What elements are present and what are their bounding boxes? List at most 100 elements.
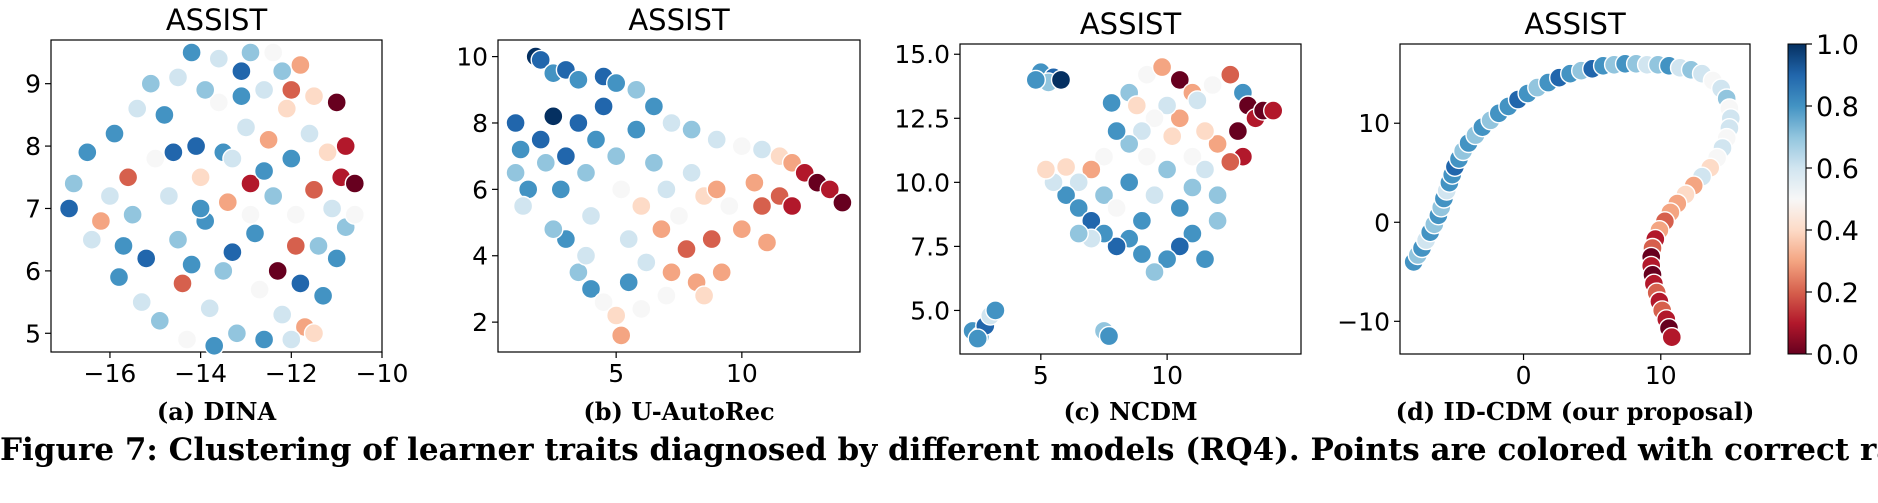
scatter-point	[190, 198, 211, 219]
scatter-point	[299, 123, 320, 144]
scatter-point	[543, 106, 564, 127]
scatter-point	[585, 129, 607, 150]
scatter-point	[104, 123, 125, 144]
scatter-point	[530, 129, 551, 150]
scatter-point	[181, 254, 202, 275]
scatter-point	[240, 173, 261, 194]
scatter-point	[711, 262, 732, 283]
scatter-point	[167, 229, 189, 250]
scatter-point	[1106, 197, 1127, 219]
colorbar-tick-label: 1.0	[1816, 30, 1859, 61]
scatter-point	[303, 179, 325, 201]
scatter-point	[1118, 133, 1140, 155]
y-tick-label: 7	[25, 194, 41, 223]
scatter-point	[618, 228, 639, 250]
scatter-point	[643, 152, 665, 174]
x-tick-label: −10	[356, 359, 409, 388]
scatter-point	[1106, 236, 1127, 257]
x-tick-label: 0	[1516, 361, 1532, 390]
scatter-point	[1144, 261, 1165, 283]
scatter-point	[1227, 120, 1249, 142]
scatter-point	[190, 167, 211, 188]
scatter-point	[185, 135, 207, 157]
scatter-point	[63, 173, 84, 194]
scatter-point	[668, 205, 690, 227]
chart-title: ASSIST	[166, 3, 268, 37]
scatter-point	[1182, 177, 1203, 198]
scatter-point	[505, 112, 526, 134]
x-tick-label: 10	[726, 359, 758, 388]
scatter-point	[326, 248, 347, 269]
colorbar-tick-label: 0.4	[1816, 216, 1859, 247]
scatter-point	[1156, 95, 1178, 116]
scatter-point	[1055, 184, 1077, 206]
scatter-point	[593, 96, 614, 117]
scatter-point	[706, 129, 727, 150]
scatter-point	[117, 167, 139, 188]
scatter-point	[1050, 69, 1072, 91]
scatter-point	[267, 260, 288, 282]
scatter-point	[1151, 56, 1173, 78]
scatter-point	[1207, 184, 1228, 206]
scatter-point	[985, 300, 1006, 321]
scatter-point	[593, 292, 614, 313]
scatter-point	[631, 195, 652, 217]
scatter-point	[131, 291, 152, 313]
scatter-point	[1262, 100, 1284, 121]
scatter-point	[1194, 120, 1216, 142]
scatter-point	[568, 262, 589, 283]
scatter-point	[1025, 69, 1047, 91]
scatter-point	[1136, 146, 1158, 167]
scatter-point	[1093, 146, 1115, 167]
scatter-point	[606, 305, 627, 326]
scatter-point	[1081, 159, 1102, 180]
scatter-point	[543, 218, 564, 240]
scatter-point	[303, 85, 325, 107]
scatter-point	[1182, 146, 1203, 167]
scatter-point	[631, 298, 652, 320]
scatter-point	[1068, 223, 1089, 244]
scatter-point	[113, 235, 134, 257]
scatter-point	[90, 210, 112, 232]
scatter-point	[661, 112, 682, 134]
scatter-point	[681, 119, 702, 140]
y-tick-label: 15.0	[894, 40, 950, 69]
scatter-point	[744, 172, 765, 193]
scatter-point	[535, 152, 556, 174]
colorbar-gradient	[1787, 43, 1807, 355]
scatter-point	[1035, 159, 1057, 180]
y-tick-label: 8	[25, 132, 41, 161]
scatter-point	[303, 323, 325, 344]
y-tick-label: −10	[1337, 307, 1390, 336]
scatter-point	[719, 195, 740, 217]
scatter-point	[335, 135, 356, 157]
scatter-point	[636, 252, 657, 273]
scatter-point	[222, 148, 243, 169]
scatter-point	[1194, 249, 1216, 270]
scatter-point	[661, 262, 682, 283]
scatter-point	[263, 42, 284, 63]
y-tick-label: 5.0	[910, 296, 950, 325]
scatter-point	[1207, 133, 1228, 155]
scatter-point	[208, 92, 230, 113]
scatter-point	[344, 204, 365, 225]
scatter-point	[1106, 120, 1127, 142]
subfigure-caption: (d) ID-CDM (our proposal)	[1396, 397, 1755, 426]
scatter-point	[244, 223, 266, 244]
scatter-point	[626, 79, 647, 101]
scatter-point	[281, 329, 302, 350]
scatter-point	[281, 148, 302, 169]
scatter-point	[58, 198, 80, 219]
scatter-point	[285, 235, 306, 257]
scatter-point	[1220, 64, 1241, 85]
scatter-point	[290, 273, 311, 294]
scatter-point	[701, 228, 722, 250]
scatter-point	[1118, 172, 1140, 193]
scatter-point	[512, 195, 534, 217]
y-tick-label: 10.0	[894, 168, 950, 197]
scatter-point	[276, 98, 297, 119]
scatter-point	[611, 179, 632, 200]
x-tick-label: 5	[1033, 361, 1049, 390]
scatter-point	[643, 96, 665, 117]
